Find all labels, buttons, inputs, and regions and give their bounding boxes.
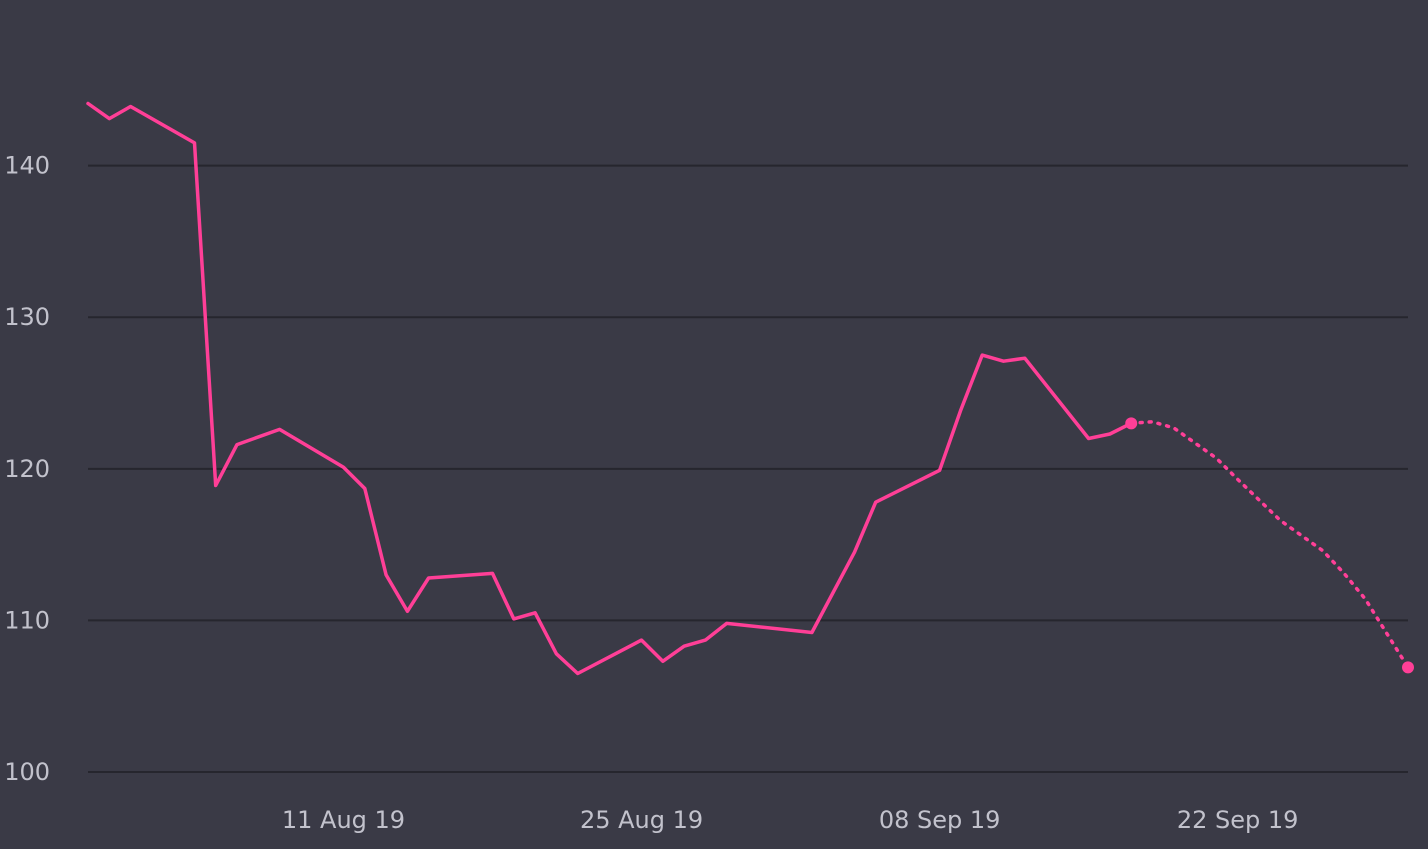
x-axis-ticks: 11 Aug 19 25 Aug 19 08 Sep 19 22 Sep 19 — [282, 806, 1299, 834]
gridlines — [88, 164, 1408, 773]
x-tick-label: 22 Sep 19 — [1177, 806, 1299, 834]
y-tick-label: 120 — [4, 455, 50, 483]
x-tick-label: 11 Aug 19 — [282, 806, 405, 834]
x-tick-label: 08 Sep 19 — [879, 806, 1001, 834]
y-axis-ticks: 100 110 120 130 140 — [4, 152, 50, 786]
forecast-series-line — [1129, 420, 1410, 670]
y-tick-label: 130 — [4, 303, 50, 331]
y-tick-label: 140 — [4, 152, 50, 180]
forecast-start-point — [1125, 417, 1138, 430]
forecast-end-point — [1402, 661, 1414, 674]
y-tick-label: 110 — [4, 606, 50, 634]
x-tick-label: 25 Aug 19 — [580, 806, 703, 834]
series-line — [86, 101, 1133, 676]
series-layer — [86, 101, 1414, 676]
y-tick-label: 100 — [4, 758, 50, 786]
